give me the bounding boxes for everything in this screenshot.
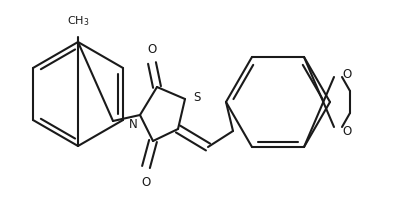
Text: O: O — [141, 175, 150, 188]
Text: N: N — [129, 117, 138, 130]
Text: O: O — [341, 125, 350, 138]
Text: O: O — [147, 43, 156, 56]
Text: O: O — [341, 68, 350, 81]
Text: S: S — [192, 91, 200, 104]
Text: CH$_3$: CH$_3$ — [66, 14, 89, 28]
